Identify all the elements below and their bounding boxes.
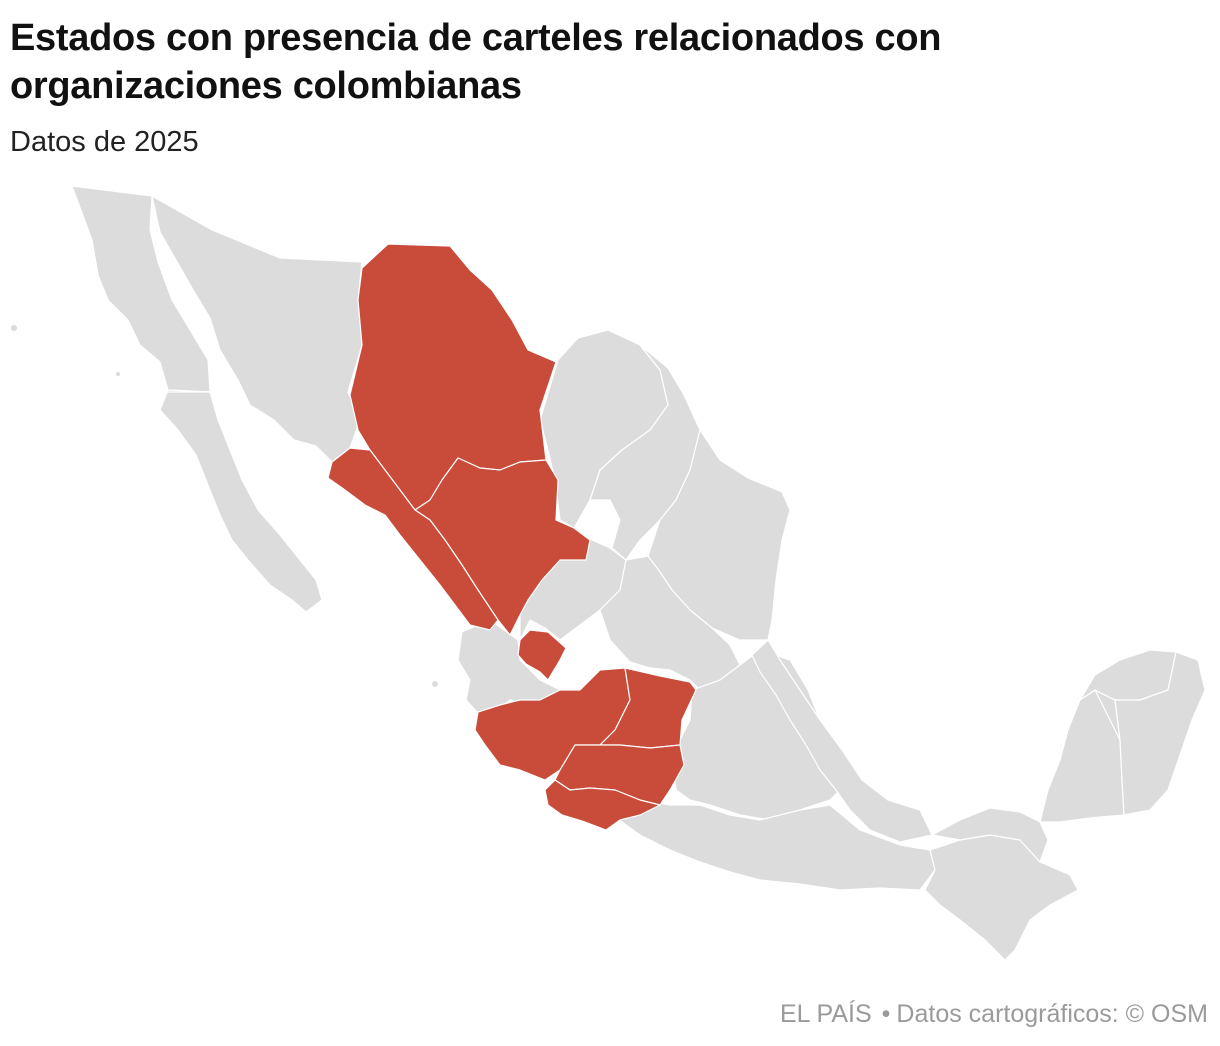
map-footer: EL PAÍS • Datos cartográficos: © OSM (780, 1000, 1208, 1029)
chart-title: Estados con presencia de carteles relaci… (10, 17, 942, 107)
highlighted-states (327, 243, 697, 831)
source-label: Datos cartográficos: © OSM (896, 1000, 1208, 1028)
base-states (11, 185, 1206, 961)
state-campeche (1039, 689, 1125, 823)
island-3 (432, 681, 438, 687)
border-line-2 (639, 344, 661, 371)
mexico-map (11, 185, 1206, 961)
state-tamaulipas (647, 429, 791, 641)
state-baja-california-sur (159, 389, 323, 613)
state-borders (160, 344, 1121, 741)
footer-separator: • (881, 1000, 891, 1028)
state-chiapas (924, 834, 1079, 961)
state-nayarit (517, 629, 567, 681)
state-sinaloa (327, 447, 499, 631)
state-veracruz (751, 639, 933, 843)
state-quintana-roo (1114, 651, 1206, 816)
state-tabasco (931, 807, 1049, 863)
chart-subtitle: Datos de 2025 (10, 126, 199, 158)
border-line-3 (1094, 689, 1121, 741)
state-guerrero (544, 779, 661, 831)
island-1 (11, 325, 17, 331)
brand-label: EL PAÍS (779, 1000, 872, 1028)
island-2 (116, 372, 120, 376)
